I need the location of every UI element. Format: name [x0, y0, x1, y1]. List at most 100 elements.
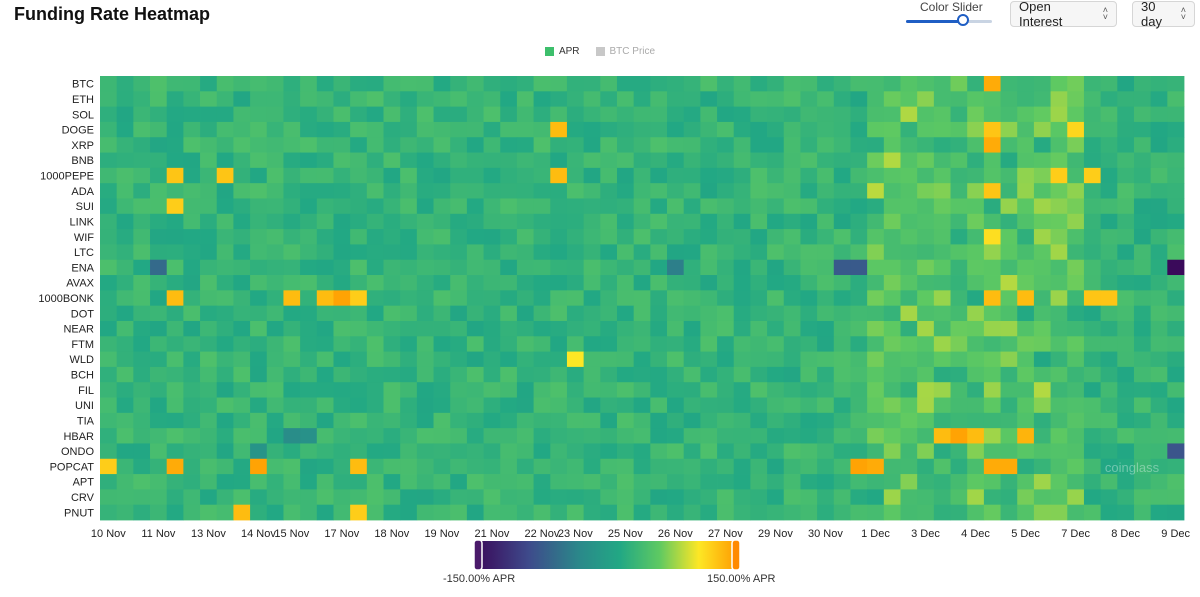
heatmap-cell[interactable] — [867, 397, 885, 414]
heatmap-cell[interactable] — [883, 336, 901, 352]
heatmap-cell[interactable] — [300, 198, 318, 215]
heatmap-cell[interactable] — [466, 198, 484, 215]
heatmap-cell[interactable] — [400, 366, 418, 383]
heatmap-cell[interactable] — [366, 244, 384, 261]
heatmap-cell[interactable] — [333, 366, 351, 383]
heatmap-cell[interactable] — [783, 474, 801, 490]
heatmap-cell[interactable] — [266, 504, 284, 521]
heatmap-cell[interactable] — [750, 275, 768, 291]
heatmap-cell[interactable] — [917, 106, 935, 123]
heatmap-cell[interactable] — [216, 229, 234, 245]
heatmap-cell[interactable] — [700, 320, 718, 337]
heatmap-cell[interactable] — [717, 106, 735, 123]
heatmap-cell[interactable] — [100, 198, 118, 215]
heatmap-cell[interactable] — [266, 183, 284, 199]
heatmap-cell[interactable] — [1000, 458, 1018, 475]
heatmap-cell[interactable] — [717, 167, 735, 184]
heatmap-cell[interactable] — [400, 106, 418, 123]
heatmap-cell[interactable] — [900, 183, 918, 199]
heatmap-cell[interactable] — [550, 489, 568, 506]
heatmap-cell[interactable] — [950, 198, 968, 215]
heatmap-cell[interactable] — [717, 183, 735, 199]
heatmap-cell[interactable] — [1033, 213, 1051, 230]
heatmap-cell[interactable] — [616, 351, 635, 368]
heatmap-cell[interactable] — [833, 305, 851, 322]
heatmap-cell[interactable] — [650, 290, 668, 307]
heatmap-cell[interactable] — [266, 489, 284, 506]
heatmap-cell[interactable] — [383, 382, 401, 398]
heatmap-cell[interactable] — [266, 351, 284, 368]
heatmap-cell[interactable] — [150, 290, 168, 307]
heatmap-cell[interactable] — [283, 213, 301, 230]
heatmap-cell[interactable] — [283, 259, 301, 276]
heatmap-cell[interactable] — [1117, 474, 1135, 490]
heatmap-cell[interactable] — [717, 76, 735, 92]
heatmap-cell[interactable] — [183, 489, 201, 506]
heatmap-cell[interactable] — [1033, 305, 1051, 322]
heatmap-cell[interactable] — [1150, 259, 1168, 276]
heatmap-cell[interactable] — [600, 428, 618, 444]
heatmap-cell[interactable] — [500, 443, 518, 460]
heatmap-cell[interactable] — [833, 366, 851, 383]
heatmap-cell[interactable] — [216, 244, 234, 261]
heatmap-cell[interactable] — [316, 275, 334, 291]
color-slider-thumb[interactable] — [956, 14, 969, 26]
heatmap-cell[interactable] — [366, 504, 384, 521]
heatmap-cell[interactable] — [767, 474, 785, 490]
heatmap-cell[interactable] — [917, 443, 935, 460]
heatmap-cell[interactable] — [650, 351, 668, 368]
heatmap-cell[interactable] — [817, 504, 835, 521]
heatmap-cell[interactable] — [1017, 244, 1035, 261]
heatmap-cell[interactable] — [583, 91, 601, 108]
heatmap-cell[interactable] — [516, 397, 534, 414]
heatmap-cell[interactable] — [917, 458, 935, 475]
heatmap-cell[interactable] — [550, 106, 568, 123]
heatmap-cell[interactable] — [900, 167, 918, 184]
heatmap-cell[interactable] — [400, 152, 418, 169]
heatmap-cell[interactable] — [283, 290, 301, 307]
heatmap-cell[interactable] — [633, 412, 651, 429]
heatmap-cell[interactable] — [466, 366, 484, 383]
heatmap-cell[interactable] — [1033, 229, 1051, 245]
heatmap-cell[interactable] — [283, 152, 301, 169]
heatmap-cell[interactable] — [950, 320, 968, 337]
heatmap-cell[interactable] — [200, 91, 218, 108]
heatmap-cell[interactable] — [950, 336, 968, 352]
heatmap-cell[interactable] — [450, 412, 468, 429]
heatmap-cell[interactable] — [383, 244, 401, 261]
heatmap-cell[interactable] — [1100, 106, 1118, 123]
heatmap-cell[interactable] — [566, 121, 585, 138]
heatmap-cell[interactable] — [1117, 305, 1135, 322]
heatmap-cell[interactable] — [100, 397, 118, 414]
heatmap-cell[interactable] — [483, 290, 501, 307]
heatmap-cell[interactable] — [150, 351, 168, 368]
heatmap-cell[interactable] — [983, 275, 1001, 291]
heatmap-cell[interactable] — [500, 121, 518, 138]
heatmap-cell[interactable] — [633, 244, 651, 261]
heatmap-cell[interactable] — [116, 229, 134, 245]
heatmap-cell[interactable] — [183, 229, 201, 245]
heatmap-cell[interactable] — [200, 167, 218, 184]
heatmap-cell[interactable] — [216, 366, 234, 383]
heatmap-cell[interactable] — [967, 259, 985, 276]
heatmap-cell[interactable] — [1133, 106, 1152, 123]
heatmap-cell[interactable] — [967, 244, 985, 261]
heatmap-cell[interactable] — [600, 259, 618, 276]
heatmap-cell[interactable] — [250, 443, 268, 460]
heatmap-cell[interactable] — [850, 121, 868, 138]
heatmap-cell[interactable] — [850, 275, 868, 291]
heatmap-cell[interactable] — [933, 198, 951, 215]
heatmap-cell[interactable] — [1000, 320, 1018, 337]
heatmap-cell[interactable] — [883, 121, 901, 138]
heatmap-cell[interactable] — [950, 458, 968, 475]
heatmap-cell[interactable] — [883, 382, 901, 398]
heatmap-cell[interactable] — [333, 152, 351, 169]
heatmap-cell[interactable] — [867, 320, 885, 337]
heatmap-cell[interactable] — [667, 152, 685, 169]
heatmap-cell[interactable] — [583, 397, 601, 414]
heatmap-cell[interactable] — [433, 76, 451, 92]
heatmap-cell[interactable] — [1167, 428, 1185, 444]
heatmap-cell[interactable] — [133, 428, 151, 444]
heatmap-cell[interactable] — [133, 290, 151, 307]
heatmap-cell[interactable] — [366, 351, 384, 368]
